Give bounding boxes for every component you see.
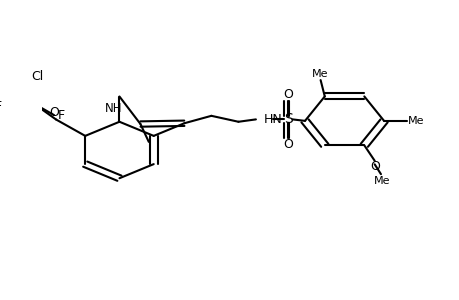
Text: S: S	[283, 112, 292, 126]
Text: O: O	[49, 106, 59, 119]
Text: HN: HN	[263, 113, 281, 126]
Text: F: F	[0, 100, 2, 113]
Text: Me: Me	[407, 116, 424, 126]
Text: O: O	[283, 138, 293, 151]
Text: O: O	[369, 160, 379, 172]
Text: Me: Me	[312, 68, 328, 79]
Text: F: F	[58, 109, 65, 122]
Text: Me: Me	[373, 176, 389, 186]
Text: Cl: Cl	[31, 70, 44, 83]
Text: NH: NH	[104, 102, 122, 115]
Text: O: O	[283, 88, 293, 101]
